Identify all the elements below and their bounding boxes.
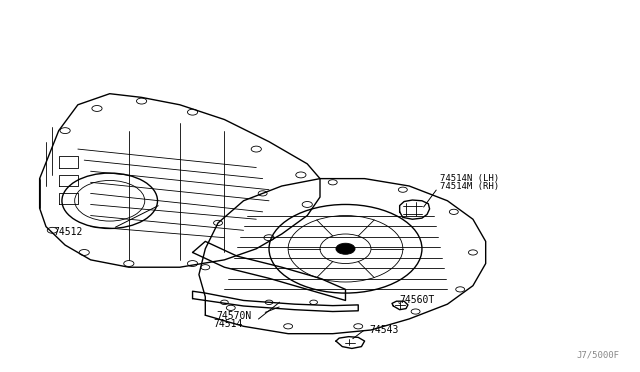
Text: 74543: 74543 — [370, 325, 399, 335]
Text: 74512: 74512 — [54, 227, 83, 237]
Text: 74570N: 74570N — [216, 311, 252, 321]
Text: 74560T: 74560T — [399, 295, 435, 305]
Text: J7/5000F: J7/5000F — [577, 350, 620, 359]
Text: 74514N (LH): 74514N (LH) — [440, 174, 499, 183]
Circle shape — [336, 243, 355, 254]
Text: 74514: 74514 — [213, 320, 243, 330]
Text: 74514M (RH): 74514M (RH) — [440, 182, 499, 190]
